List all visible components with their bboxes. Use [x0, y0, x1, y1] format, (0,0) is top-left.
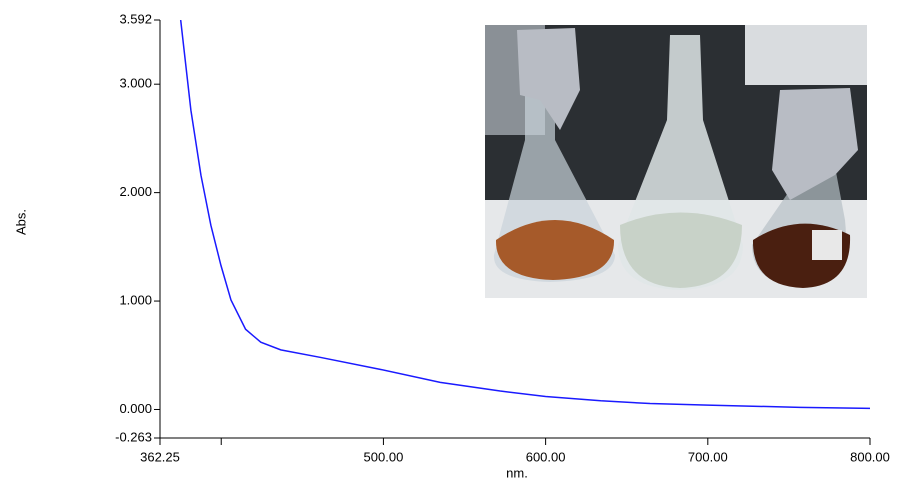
spectrum-line — [179, 20, 871, 410]
x-axis-label: nm. — [506, 465, 528, 480]
plot-area: -0.263 0.000 1.000 2.000 3.000 3.592 362.25 500… — [115, 11, 890, 464]
x-tick-label: 500.00 — [364, 449, 404, 464]
y-tick-label: 1.000 — [119, 292, 152, 307]
y-tick-label: 2.000 — [119, 184, 152, 199]
y-tick-label: 3.000 — [119, 76, 152, 91]
x-tick-label: 600.00 — [526, 449, 566, 464]
x-tick-label: 800.00 — [850, 449, 890, 464]
y-tick-label: 3.592 — [119, 11, 152, 26]
y-axis-label: Abs. — [13, 209, 28, 235]
y-tick-label: -0.263 — [115, 429, 152, 444]
x-tick-label: 700.00 — [688, 449, 728, 464]
y-tick-label: 0.000 — [119, 401, 152, 416]
inset-photo — [485, 25, 867, 298]
x-tick-label: 362.25 — [140, 449, 180, 464]
